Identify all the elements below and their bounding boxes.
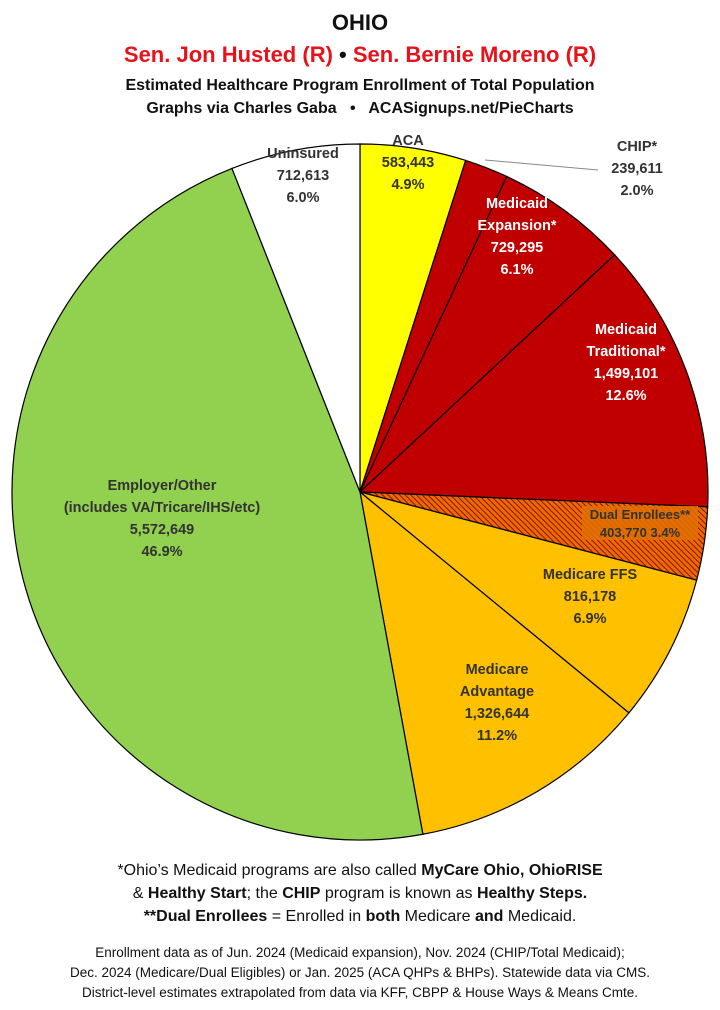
chart-subtitle: Estimated Healthcare Program Enrollment …: [125, 77, 595, 94]
credit-author: Graphs via Charles Gaba: [146, 100, 337, 117]
label-uninsured: Uninsured 712,613 6.0%: [267, 146, 339, 206]
footnote-line-1: *Ohio’s Medicaid programs are also calle…: [117, 862, 603, 879]
label-medicaid-expansion: Medicaid Expansion* 729,295 6.1%: [478, 196, 557, 278]
chip-callout-line: [484, 159, 599, 171]
footnotes: *Ohio’s Medicaid programs are also calle…: [0, 859, 720, 928]
label-medicaid-traditional: Medicaid Traditional* 1,499,101 12.6%: [587, 322, 666, 404]
label-employer-other: Employer/Other (includes VA/Tricare/IHS/e…: [64, 478, 261, 560]
senator-1: Sen. Jon Husted (R): [123, 42, 333, 67]
slice-medicare-ffs: [359, 491, 698, 714]
footnote-line-3: **Dual Enrollees = Enrolled in both Medi…: [143, 908, 577, 925]
footnote-line-2: & Healthy Start; the CHIP program is kno…: [132, 885, 588, 902]
senators-line: Sen. Jon Husted (R) • Sen. Bernie Moreno…: [0, 42, 720, 68]
senator-2: Sen. Bernie Moreno (R): [352, 42, 597, 67]
slice-uninsured: [231, 143, 361, 493]
slice-employer-other: [11, 167, 424, 841]
slice-medicaid-expansion: [359, 175, 616, 493]
slice-medicaid-traditional: [358, 253, 709, 508]
label-aca: ACA 583,443 4.9%: [382, 133, 434, 193]
data-sources: Enrollment data as of Jun. 2024 (Medicai…: [0, 943, 720, 1003]
source-line-1: Enrollment data as of Jun. 2024 (Medicai…: [95, 945, 625, 960]
pie-labels: ACA 583,443 4.9% CHIP* 239,611 2.0% Medicaid Ex…: [64, 133, 698, 744]
credit-separator: •: [349, 100, 356, 117]
label-medicare-advantage: Medicare Advantage 1,326,644 11.2%: [460, 662, 534, 744]
credit-url: ACASignups.net/PieCharts: [368, 100, 574, 117]
slice-medicare-advantage: [359, 490, 630, 835]
label-medicare-ffs: Medicare FFS 816,178 6.9%: [543, 567, 638, 627]
label-dual-enrollees: Dual Enrollees** 403,770 3.4%: [590, 507, 691, 540]
source-line-3: District-level estimates extrapolated fr…: [82, 985, 638, 1000]
senator-separator: •: [339, 42, 347, 67]
pie-chart: ACA 583,443 4.9% CHIP* 239,611 2.0% Medicaid Ex…: [11, 133, 709, 841]
label-chip: CHIP* 239,611 2.0%: [611, 139, 663, 199]
chart-title: OHIO: [331, 10, 389, 35]
pie-slices: [11, 143, 709, 841]
source-line-2: Dec. 2024 (Medicare/Dual Eligibles) or J…: [70, 965, 650, 980]
credit-line: Graphs via Charles Gaba • ACASignups.net…: [0, 100, 720, 118]
dual-enrollees-label-bg: [582, 506, 698, 540]
